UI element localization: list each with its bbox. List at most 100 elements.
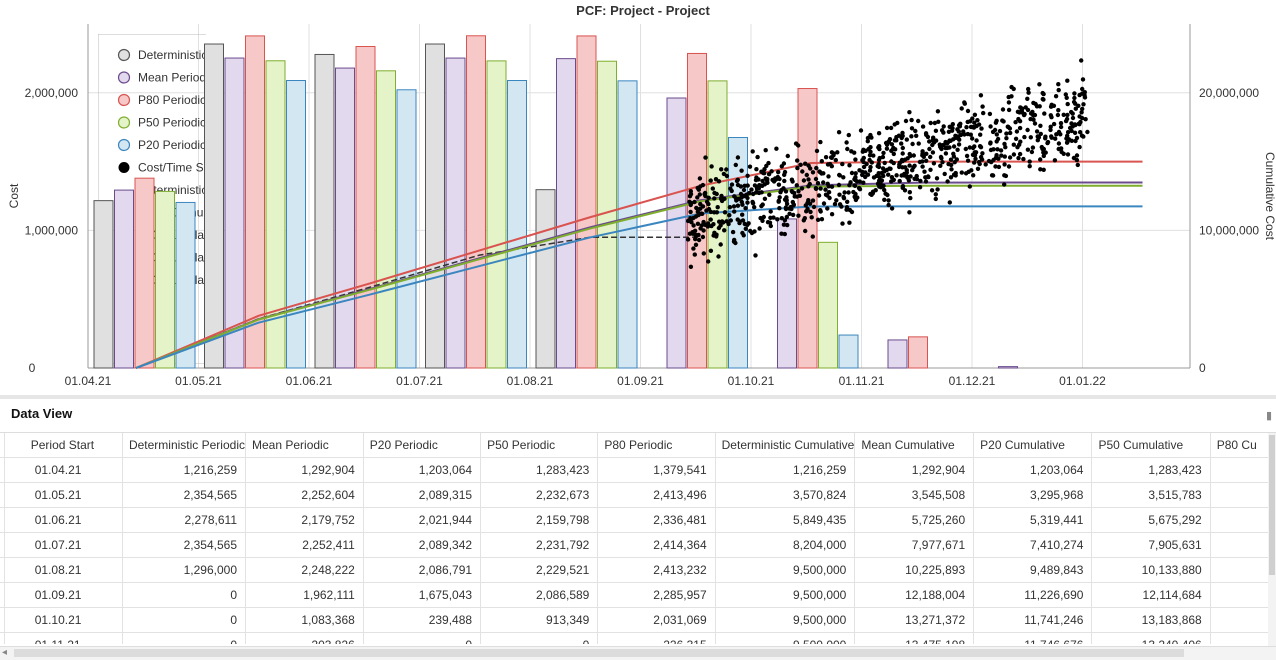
table-cell[interactable]: 2,413,496	[597, 482, 716, 508]
table-cell[interactable]: 1,283,423	[480, 457, 599, 483]
table-cell[interactable]: 2,248,222	[245, 557, 364, 583]
table-cell[interactable]: 1,283,423	[1091, 457, 1211, 483]
table-row[interactable]: 01.05.21 2,354,565 2,252,604 2,089,315 2,232…	[0, 482, 1270, 508]
column-header[interactable]: P50 Cumulative	[1091, 433, 1211, 458]
table-cell[interactable]	[1210, 507, 1270, 533]
table-cell[interactable]: 2,231,792	[480, 532, 599, 558]
column-header[interactable]: Deterministic Cumulative	[715, 433, 856, 458]
table-cell[interactable]: 1,292,904	[854, 457, 975, 483]
column-header[interactable]: P20 Cumulative	[973, 433, 1093, 458]
table-cell[interactable]: 913,349	[480, 607, 599, 633]
table-cell[interactable]: 0	[363, 632, 482, 644]
table-cell[interactable]: 12,114,684	[1091, 582, 1211, 608]
table-cell[interactable]: 5,319,441	[973, 507, 1093, 533]
table-cell[interactable]: 10,133,880	[1091, 557, 1211, 583]
table-cell[interactable]	[1210, 457, 1270, 483]
table-cell[interactable]: 9,500,000	[715, 582, 856, 608]
table-cell[interactable]	[1210, 632, 1270, 644]
table-cell[interactable]: 2,252,604	[245, 482, 364, 508]
table-cell[interactable]: 0	[122, 607, 247, 633]
table-cell[interactable]: 2,278,611	[122, 507, 247, 533]
column-header[interactable]: Deterministic Periodic	[122, 433, 247, 458]
table-cell[interactable]: 5,849,435	[715, 507, 856, 533]
table-cell[interactable]: 1,675,043	[363, 582, 482, 608]
table-cell[interactable]: 2,021,944	[363, 507, 482, 533]
table-cell[interactable]: 2,159,798	[480, 507, 599, 533]
table-cell[interactable]: 7,977,671	[854, 532, 975, 558]
table-cell[interactable]: 2,031,069	[597, 607, 716, 633]
table-cell[interactable]: 01.06.21	[4, 507, 123, 533]
table-cell[interactable]: 12,188,004	[854, 582, 975, 608]
column-header[interactable]: Period Start	[4, 433, 123, 458]
table-row[interactable]: 01.11.210203,82600226,3159,500,00013,475…	[0, 632, 1270, 644]
table-cell[interactable]: 01.10.21	[4, 607, 123, 633]
table-row[interactable]: 01.09.21 0 1,962,111 1,675,043 2,086,589 2,28…	[0, 582, 1270, 608]
table-cell[interactable]: 1,203,064	[363, 457, 482, 483]
table-cell[interactable]: 13,475,198	[854, 632, 975, 644]
scroll-left-icon[interactable]: ◂	[2, 647, 8, 658]
table-cell[interactable]: 8,204,000	[715, 532, 856, 558]
table-cell[interactable]: 3,545,508	[854, 482, 975, 508]
horizontal-scrollbar[interactable]: ◂	[0, 646, 1276, 660]
table-cell[interactable]: 11,226,690	[973, 582, 1093, 608]
table-cell[interactable]: 11,746,676	[973, 632, 1093, 644]
horizontal-scroll-thumb[interactable]	[14, 649, 1184, 657]
table-cell[interactable]: 2,089,315	[363, 482, 482, 508]
table-cell[interactable]: 0	[480, 632, 599, 644]
row-header-cell[interactable]	[0, 632, 5, 644]
table-cell[interactable]: 01.05.21	[4, 482, 123, 508]
row-header-cell[interactable]	[0, 557, 5, 583]
table-cell[interactable]: 2,179,752	[245, 507, 364, 533]
table-cell[interactable]: 2,229,521	[480, 557, 599, 583]
table-cell[interactable]: 01.08.21	[4, 557, 123, 583]
table-cell[interactable]: 13,271,372	[854, 607, 975, 633]
table-cell[interactable]: 1,296,000	[122, 557, 247, 583]
table-cell[interactable]: 13,183,868	[1091, 607, 1211, 633]
table-cell[interactable]: 2,086,589	[480, 582, 599, 608]
table-cell[interactable]: 9,500,000	[715, 607, 856, 633]
row-header-cell[interactable]	[0, 507, 5, 533]
table-cell[interactable]: 2,413,232	[597, 557, 716, 583]
table-cell[interactable]: 2,354,565	[122, 532, 247, 558]
column-header[interactable]: P20 Periodic	[363, 433, 482, 458]
column-header[interactable]: P50 Periodic	[480, 433, 599, 458]
table-cell[interactable]: 1,292,904	[245, 457, 364, 483]
table-cell[interactable]: 2,354,565	[122, 482, 247, 508]
pin-icon[interactable]: ▮	[1265, 410, 1272, 422]
table-cell[interactable]: 7,410,274	[973, 532, 1093, 558]
table-cell[interactable]: 226,315	[597, 632, 716, 644]
table-cell[interactable]	[1210, 607, 1270, 633]
table-cell[interactable]: 2,285,957	[597, 582, 716, 608]
table-row[interactable]: 01.07.21 2,354,565 2,252,411 2,089,342 2,231…	[0, 532, 1270, 558]
table-cell[interactable]: 3,515,783	[1091, 482, 1211, 508]
column-header[interactable]: Mean Cumulative	[854, 433, 975, 458]
table-row[interactable]: 01.08.21 1,296,000 2,248,222 2,086,791 2,229…	[0, 557, 1270, 583]
row-header-cell[interactable]	[0, 532, 5, 558]
table-row[interactable]: 01.06.21 2,278,611 2,179,752 2,021,944 2,159…	[0, 507, 1270, 533]
column-header[interactable]: P80 Cu	[1210, 433, 1270, 458]
table-cell[interactable]: 203,826	[245, 632, 364, 644]
table-cell[interactable]: 3,295,968	[973, 482, 1093, 508]
table-cell[interactable]	[1210, 557, 1270, 583]
table-cell[interactable]	[1210, 582, 1270, 608]
row-header-cell[interactable]	[0, 457, 5, 483]
table-cell[interactable]: 1,083,368	[245, 607, 364, 633]
table-cell[interactable]	[1210, 482, 1270, 508]
table-cell[interactable]: 1,962,111	[245, 582, 364, 608]
table-cell[interactable]: 5,725,260	[854, 507, 975, 533]
table-cell[interactable]: 0	[122, 632, 247, 644]
vertical-scroll-thumb[interactable]	[1269, 435, 1275, 575]
table-cell[interactable]: 3,570,824	[715, 482, 856, 508]
splitter[interactable]	[0, 395, 1276, 399]
table-cell[interactable]: 01.11.21	[4, 632, 123, 644]
row-header-cell[interactable]	[0, 607, 5, 633]
table-cell[interactable]: 2,232,673	[480, 482, 599, 508]
table-cell[interactable]	[1210, 532, 1270, 558]
table-cell[interactable]: 01.04.21	[4, 457, 123, 483]
table-cell[interactable]: 10,225,893	[854, 557, 975, 583]
table-cell[interactable]: 9,489,843	[973, 557, 1093, 583]
table-cell[interactable]: 9,500,000	[715, 557, 856, 583]
table-row[interactable]: 01.10.21 0 1,083,368 239,488 913,349 2,031,06…	[0, 607, 1270, 633]
row-header-cell[interactable]	[0, 482, 5, 508]
table-cell[interactable]: 1,216,259	[715, 457, 856, 483]
